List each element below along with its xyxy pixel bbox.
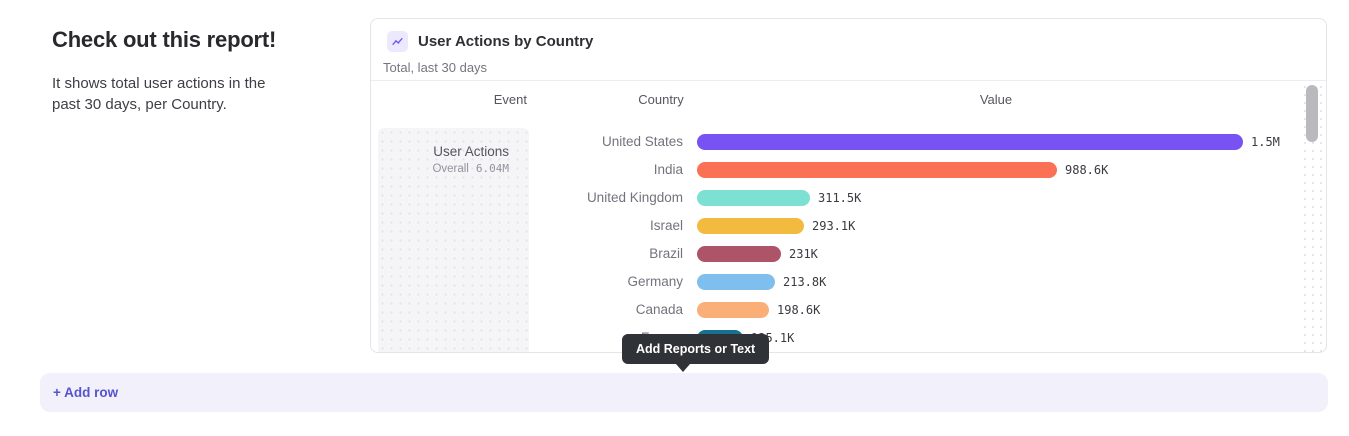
value-label: 231K [789,247,818,261]
value-bar[interactable] [697,274,775,290]
report-card: User Actions by Country Total, last 30 d… [370,18,1327,353]
chart-row: India 988.6K [371,156,1296,184]
column-header-country[interactable]: Country [638,92,684,107]
value-bar[interactable] [697,162,1057,178]
chart-row: Canada 198.6K [371,296,1296,324]
chart-row: United Kingdom 311.5K [371,184,1296,212]
country-label: Brazil [649,246,683,261]
country-label: Canada [635,302,683,317]
report-chart-body: Event Country Value User Actions Overall… [371,82,1326,352]
event-overall: Overall 6.04M [378,162,529,175]
country-label: United States [601,134,683,149]
scrollbar-track[interactable] [1301,83,1324,352]
event-name: User Actions [433,144,509,159]
add-row-label: + Add row [53,385,119,400]
chart-row: United States 1.5M [371,128,1296,156]
chart-row: Brazil 231K [371,240,1296,268]
page-description-line2: past 30 days, per Country. [52,96,227,113]
scrollbar-thumb[interactable] [1306,85,1318,142]
line-chart-icon [387,31,408,52]
event-overall-label: Overall [432,163,469,175]
value-bar[interactable] [697,246,781,262]
report-title-row: User Actions by Country [387,31,593,52]
report-title: User Actions by Country [418,33,594,50]
intro-text-block: Check out this report! It shows total us… [52,27,332,115]
country-label: India [653,162,683,177]
bar-rows: United States 1.5M India 988.6K United Kingd… [371,128,1296,352]
report-card-header[interactable]: User Actions by Country Total, last 30 d… [371,19,1326,81]
chart-row: Germany 213.8K [371,268,1296,296]
chart-row: Israel 293.1K [371,212,1296,240]
column-header-event[interactable]: Event [493,92,527,107]
tooltip-arrow-icon [676,364,690,372]
report-subtitle: Total, last 30 days [383,60,488,75]
country-label: United Kingdom [586,190,683,205]
value-bar[interactable] [697,302,769,318]
country-label: Germany [627,274,683,289]
value-label: 1.5M [1251,135,1280,149]
value-label: 213.8K [783,275,827,289]
page-description: It shows total user actions in the past … [52,73,332,115]
add-reports-tooltip-text: Add Reports or Text [636,342,756,356]
page-description-line1: It shows total user actions in the [52,75,266,92]
value-label: 198.6K [777,303,821,317]
value-bar[interactable] [697,190,810,206]
country-label: Israel [649,218,683,233]
value-label: 988.6K [1065,163,1109,177]
value-label: 311.5K [818,191,862,205]
page-title: Check out this report! [52,27,277,52]
value-bar[interactable] [697,134,1243,150]
add-row-button[interactable]: + Add row [40,373,1328,412]
event-overall-value: 6.04M [475,162,509,175]
add-reports-tooltip: Add Reports or Text [622,334,770,372]
event-panel[interactable]: User Actions Overall 6.04M [378,128,529,352]
value-bar[interactable] [697,218,804,234]
column-header-value[interactable]: Value [979,92,1013,107]
value-label: 293.1K [812,219,856,233]
chart-row: France125.1K [371,324,1296,352]
